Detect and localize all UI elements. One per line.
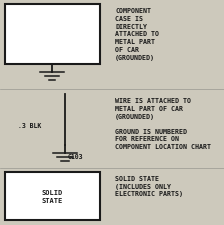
Text: G103: G103 — [68, 153, 84, 159]
Text: GROUND IS NUMBERED
FOR REFERENCE ON
COMPONENT LOCATION CHART: GROUND IS NUMBERED FOR REFERENCE ON COMP… — [115, 128, 211, 149]
Text: SOLID STATE
(INCLUDES ONLY
ELECTRONIC PARTS): SOLID STATE (INCLUDES ONLY ELECTRONIC PA… — [115, 175, 183, 196]
Text: COMPONENT
CASE IS
DIRECTLY
ATTACHED TO
METAL PART
OF CAR
(GROUNDED): COMPONENT CASE IS DIRECTLY ATTACHED TO M… — [115, 8, 159, 60]
Bar — [5, 5, 100, 65]
Bar — [5, 172, 100, 220]
Text: .3 BLK: .3 BLK — [18, 122, 41, 128]
Text: WIRE IS ATTACHED TO
METAL PART OF CAR
(GROUNDED): WIRE IS ATTACHED TO METAL PART OF CAR (G… — [115, 98, 191, 119]
Text: SOLID
STATE: SOLID STATE — [42, 189, 63, 203]
